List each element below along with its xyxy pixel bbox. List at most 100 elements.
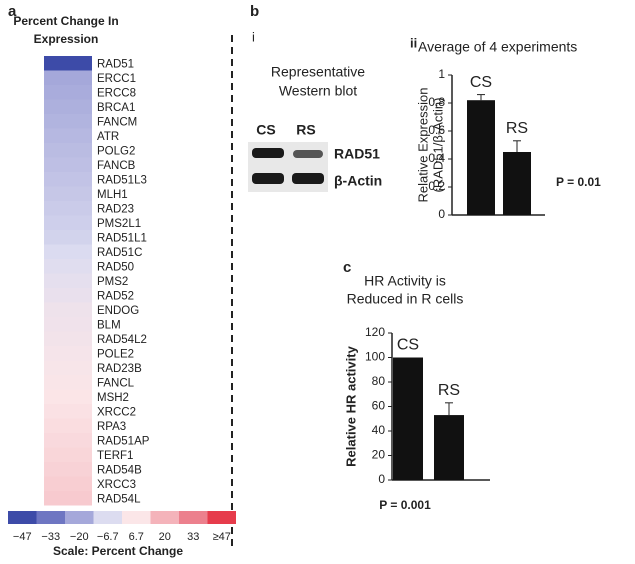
heatmap-cell xyxy=(44,201,92,216)
y-tick-label: 0.4 xyxy=(428,151,445,165)
y-tick-label: 120 xyxy=(365,325,385,339)
scale-label: −47 xyxy=(13,531,32,543)
heatmap-cell xyxy=(44,157,92,172)
gene-label: XRCC2 xyxy=(97,406,136,418)
gene-label: RAD50 xyxy=(97,261,134,273)
gene-label: RAD51L3 xyxy=(97,174,147,186)
heatmap-cell xyxy=(44,230,92,245)
heatmap-cell xyxy=(44,302,92,317)
chart-title: Reduced in R cells xyxy=(347,291,464,307)
gene-label: MLH1 xyxy=(97,189,128,201)
heatmap-cell xyxy=(44,447,92,462)
heatmap-cell xyxy=(44,244,92,259)
gene-label: RAD51AP xyxy=(97,435,150,447)
gene-label: PMS2 xyxy=(97,276,128,288)
heatmap-title: Expression xyxy=(34,32,99,46)
heatmap-cell xyxy=(44,462,92,477)
scale-swatch xyxy=(179,511,208,524)
heatmap-cell xyxy=(44,404,92,419)
gene-label: ENDOG xyxy=(97,305,139,317)
panel-label: i xyxy=(252,29,255,44)
y-tick-label: 40 xyxy=(372,423,386,437)
heatmap-cell xyxy=(44,99,92,114)
blot-band xyxy=(292,173,324,184)
heatmap-cell xyxy=(44,389,92,404)
gene-label: ERCC1 xyxy=(97,73,136,85)
scale-label: ≥47 xyxy=(213,531,231,543)
heatmap-cell xyxy=(44,186,92,201)
panel-label: a xyxy=(8,3,17,20)
heatmap-title: Percent Change In xyxy=(13,14,118,28)
gene-label: RAD54L2 xyxy=(97,334,147,346)
gene-label: RAD52 xyxy=(97,290,134,302)
heatmap-cell xyxy=(44,288,92,303)
y-tick-label: 20 xyxy=(372,448,386,462)
p-value: P = 0.001 xyxy=(379,498,431,512)
gene-label: RAD51L1 xyxy=(97,232,147,244)
gene-label: PMS2L1 xyxy=(97,218,141,230)
p-value: P = 0.01 xyxy=(556,175,601,189)
panel-label: ii xyxy=(410,35,417,50)
scale-swatch xyxy=(8,511,37,524)
scale-label: −6.7 xyxy=(97,531,119,543)
heatmap-cell xyxy=(44,114,92,129)
gene-label: MSH2 xyxy=(97,392,129,404)
scale-swatch xyxy=(150,511,179,524)
scale-swatch xyxy=(122,511,151,524)
heatmap-cell xyxy=(44,215,92,230)
y-tick-label: 1 xyxy=(438,67,445,81)
gene-label: TERF1 xyxy=(97,450,133,462)
bar xyxy=(503,152,531,215)
gene-label: POLE2 xyxy=(97,348,134,360)
y-tick-label: 0.8 xyxy=(428,95,445,109)
heatmap-cell xyxy=(44,346,92,361)
blot-title: Representative xyxy=(271,64,365,80)
heatmap-cell xyxy=(44,418,92,433)
y-tick-label: 60 xyxy=(372,399,386,413)
heatmap-cell xyxy=(44,172,92,187)
scale-label: 6.7 xyxy=(129,531,144,543)
band-label: RAD51 xyxy=(334,146,380,162)
gene-label: RAD23 xyxy=(97,203,134,215)
scale-label: 20 xyxy=(159,531,171,543)
scale-swatch xyxy=(36,511,65,524)
panel-label: c xyxy=(343,259,351,276)
heatmap-cell xyxy=(44,70,92,85)
y-tick-label: 100 xyxy=(365,350,385,364)
gene-label: BRCA1 xyxy=(97,102,135,114)
gene-label: XRCC3 xyxy=(97,479,136,491)
scale-label: 33 xyxy=(187,531,199,543)
gene-label: RAD51C xyxy=(97,247,142,259)
y-tick-label: 0 xyxy=(378,472,385,486)
lane-label: RS xyxy=(296,122,315,138)
bar-label: CS xyxy=(470,74,492,91)
y-tick-label: 0 xyxy=(438,207,445,221)
blot-band xyxy=(252,173,284,184)
heatmap-cell xyxy=(44,476,92,491)
heatmap-cell xyxy=(44,491,92,506)
y-axis-label: Relative HR activity xyxy=(343,345,358,466)
gene-label: FANCB xyxy=(97,160,136,172)
heatmap-cell xyxy=(44,360,92,375)
bar xyxy=(467,100,495,215)
gene-label: POLG2 xyxy=(97,145,135,157)
blot-band xyxy=(252,148,284,158)
heatmap-cell xyxy=(44,56,92,71)
heatmap-cell xyxy=(44,259,92,274)
bar-label: CS xyxy=(397,337,419,354)
chart-title: Average of 4 experiments xyxy=(418,39,577,55)
gene-label: ERCC8 xyxy=(97,87,136,99)
heatmap-cell xyxy=(44,273,92,288)
heatmap-cell xyxy=(44,433,92,448)
bar-label: RS xyxy=(438,382,460,399)
heatmap-cell xyxy=(44,143,92,158)
bar-label: RS xyxy=(506,120,528,137)
chart-title: HR Activity is xyxy=(364,273,446,289)
blot-title: Western blot xyxy=(279,83,357,99)
scale-swatch xyxy=(93,511,122,524)
gene-label: FANCM xyxy=(97,116,137,128)
gene-label: RAD54L xyxy=(97,493,141,505)
panel-label: b xyxy=(250,3,259,20)
heatmap-cell xyxy=(44,375,92,390)
